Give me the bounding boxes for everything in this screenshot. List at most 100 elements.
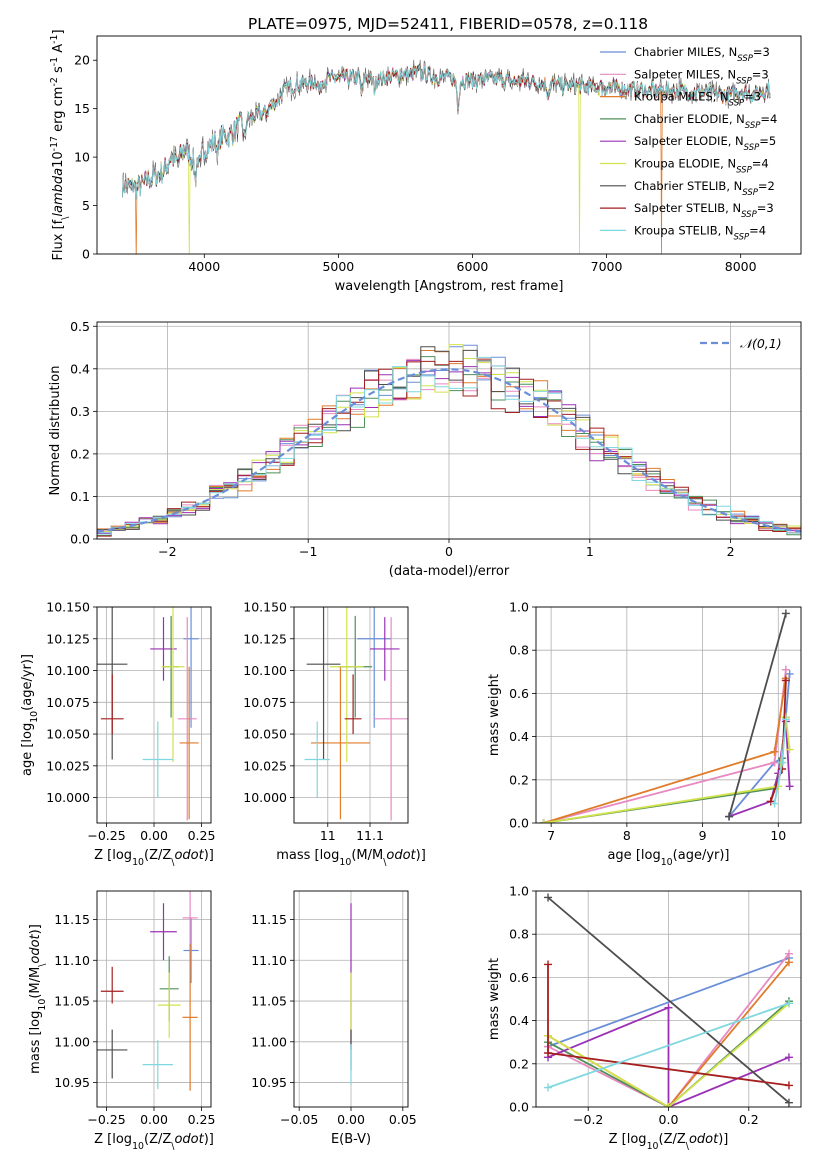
weight-line-kroupa-stelib xyxy=(547,1002,790,1089)
weight-marker xyxy=(784,1098,793,1107)
y-tick-label: 0.2 xyxy=(70,446,90,461)
y-tick-label: 0.4 xyxy=(509,1013,529,1028)
y-tick-label: 10.125 xyxy=(46,631,90,646)
plot-area xyxy=(97,344,801,539)
y-tick-label: 11.15 xyxy=(54,912,90,927)
x-axis-label: age [log10(age/yr)] xyxy=(607,848,729,868)
y-tick-label: 0.4 xyxy=(70,361,90,376)
x-tick-label: 7000 xyxy=(591,259,623,274)
legend: Chabrier MILES, NSSP=3 Salpeter MILES, NS… xyxy=(600,45,777,242)
legend-label: Chabrier MILES, NSSP=3 xyxy=(634,45,770,64)
weight-marker xyxy=(781,609,790,618)
spectrum-model-line-kroupa-stelib xyxy=(122,64,771,200)
errorbar-point xyxy=(161,607,185,763)
y-tick-label: 0.0 xyxy=(509,816,529,831)
weight-marker xyxy=(785,669,794,678)
y-tick-label: 10 xyxy=(74,150,90,165)
weight-marker xyxy=(784,999,793,1008)
weight-line-salpeter-elodie xyxy=(547,1006,790,1107)
errorbar-point xyxy=(306,607,341,760)
chart-age-vs-mass: 11 11.1 10.000 10.025 10.050 10.075 10.100 10.1… xyxy=(243,600,426,868)
plot-area xyxy=(97,607,199,821)
errorbar-point xyxy=(357,607,392,728)
x-tick-label: 0.2 xyxy=(739,1112,759,1127)
errorbar-point xyxy=(150,903,177,961)
x-tick-label: 5000 xyxy=(322,259,354,274)
y-tick-label: 20 xyxy=(74,53,90,68)
y-tick-label: 10.075 xyxy=(243,695,287,710)
axes-frame xyxy=(535,606,802,824)
x-tick-label: 0.25 xyxy=(188,1112,216,1127)
weight-marker xyxy=(784,949,793,958)
weight-marker xyxy=(784,958,793,967)
y-tick-label: 0.4 xyxy=(509,729,529,744)
x-tick-label: 0.00 xyxy=(140,828,168,843)
weight-line-chabrier-stelib xyxy=(547,896,790,1104)
legend-label: Kroupa ELODIE, NSSP=4 xyxy=(634,157,769,176)
weight-marker xyxy=(544,960,553,969)
y-tick-label: 1.0 xyxy=(509,600,529,615)
errorbar-point xyxy=(329,607,364,763)
y-tick-label: 5 xyxy=(82,198,90,213)
y-tick-label: 11.10 xyxy=(251,953,287,968)
axes-frame xyxy=(293,606,409,824)
y-tick-label: 0.2 xyxy=(509,1056,529,1071)
figure-title: PLATE=0975, MJD=52411, FIBERID=0578, z=0… xyxy=(248,15,648,33)
y-axis-label: Flux [f\lambda10-17 erg cm-2 s-1 A-1] xyxy=(49,29,71,260)
x-tick-label: −0.25 xyxy=(87,828,125,843)
x-tick-label: −0.25 xyxy=(87,1112,125,1127)
x-tick-label: −0.05 xyxy=(280,1112,318,1127)
y-tick-label: 0.6 xyxy=(509,970,529,985)
y-tick-label: 0.0 xyxy=(70,532,90,547)
errorbar-point xyxy=(97,1029,128,1079)
errorbar-point xyxy=(183,607,199,728)
plot-area xyxy=(544,893,793,1107)
x-tick-label: 8 xyxy=(623,828,631,843)
weight-line-kroupa-elodie xyxy=(547,1002,790,1107)
x-tick-label: 2 xyxy=(727,544,735,559)
y-tick-label: 11.00 xyxy=(251,1034,287,1049)
weight-marker xyxy=(785,745,794,754)
weight-marker xyxy=(544,1049,553,1057)
y-tick-label: 0.8 xyxy=(509,927,529,942)
errorbar-point xyxy=(150,617,177,681)
x-tick-label: 0.00 xyxy=(140,1112,168,1127)
y-tick-label: 0 xyxy=(82,247,90,262)
y-tick-label: 10.000 xyxy=(46,790,90,805)
chart-age-vs-Z: −0.25 0.00 0.25 10.000 10.025 10.050 10.075 10.… xyxy=(20,600,215,868)
y-tick-label: 10.050 xyxy=(243,727,287,742)
axes-frame xyxy=(96,35,802,255)
x-tick-label: −0.2 xyxy=(573,1112,603,1127)
weight-marker xyxy=(664,1003,673,1012)
x-axis-label: (data-model)/error xyxy=(389,564,510,579)
y-tick-label: 0.2 xyxy=(509,772,529,787)
weight-marker xyxy=(784,1053,793,1062)
y-tick-label: 0.1 xyxy=(70,489,90,504)
x-axis-label: mass [log10(M/M\odot)] xyxy=(276,848,426,868)
legend-label: Chabrier STELIB, NSSP=2 xyxy=(634,179,775,198)
y-tick-label: 10.000 xyxy=(243,790,287,805)
plot-area xyxy=(539,609,794,823)
axes-frame xyxy=(535,890,802,1108)
errorbar-point xyxy=(100,674,124,735)
x-tick-label: 0 xyxy=(445,544,453,559)
errorbar-point xyxy=(344,674,362,735)
y-tick-label: 10.025 xyxy=(243,758,287,773)
weight-marker xyxy=(770,799,779,808)
x-axis-label: wavelength [Angstrom, rest frame] xyxy=(335,279,564,294)
errorbar-point xyxy=(177,617,197,821)
legend-label: Chabrier ELODIE, NSSP=4 xyxy=(634,112,777,131)
y-tick-label: 0.6 xyxy=(509,686,529,701)
weight-marker xyxy=(784,1081,793,1090)
y-tick-label: 10.150 xyxy=(46,600,90,615)
errorbar-point xyxy=(183,917,199,984)
chart-residuals: −2 −1 0 1 2 0.0 0.1 0.2 0.3 0.4 0.5 (data-model)/er… xyxy=(48,319,802,579)
y-tick-label: 0.5 xyxy=(70,319,90,334)
y-tick-label: 0.3 xyxy=(70,404,90,419)
axes-frame xyxy=(96,606,212,824)
weight-line-chabrier-elodie xyxy=(547,1000,790,1107)
errorbar-point xyxy=(310,666,370,820)
errorbar-point xyxy=(370,617,400,681)
x-tick-label: 0.05 xyxy=(389,1112,417,1127)
